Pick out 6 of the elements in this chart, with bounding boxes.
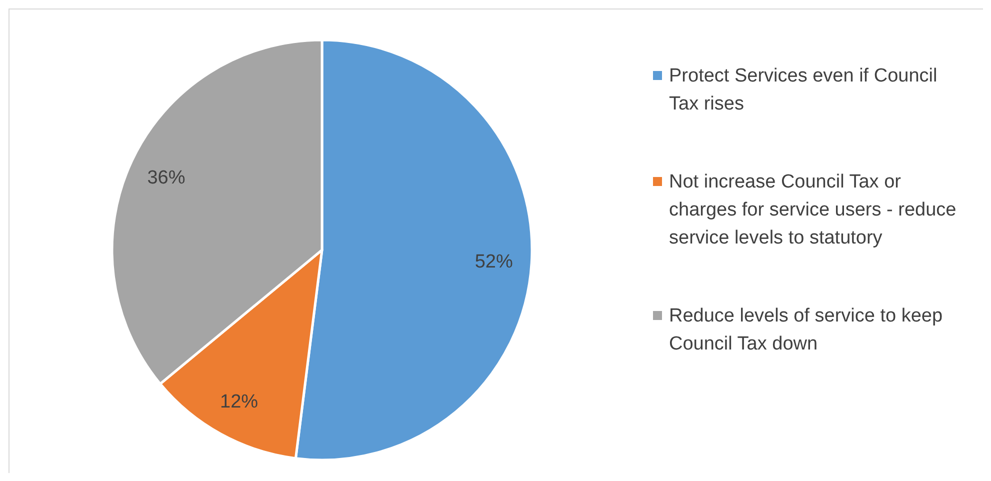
data-label: 52% — [474, 251, 513, 272]
data-label: 12% — [220, 392, 258, 413]
legend-label: Reduce levels of service to keep Council Tax down — [669, 306, 943, 355]
data-label: 36% — [147, 167, 186, 188]
legend-label: Not increase Council Tax or charges for service users - reduce service levels to statutory — [669, 172, 956, 249]
legend-label: Protect Services even if Council Tax rises — [669, 66, 938, 115]
